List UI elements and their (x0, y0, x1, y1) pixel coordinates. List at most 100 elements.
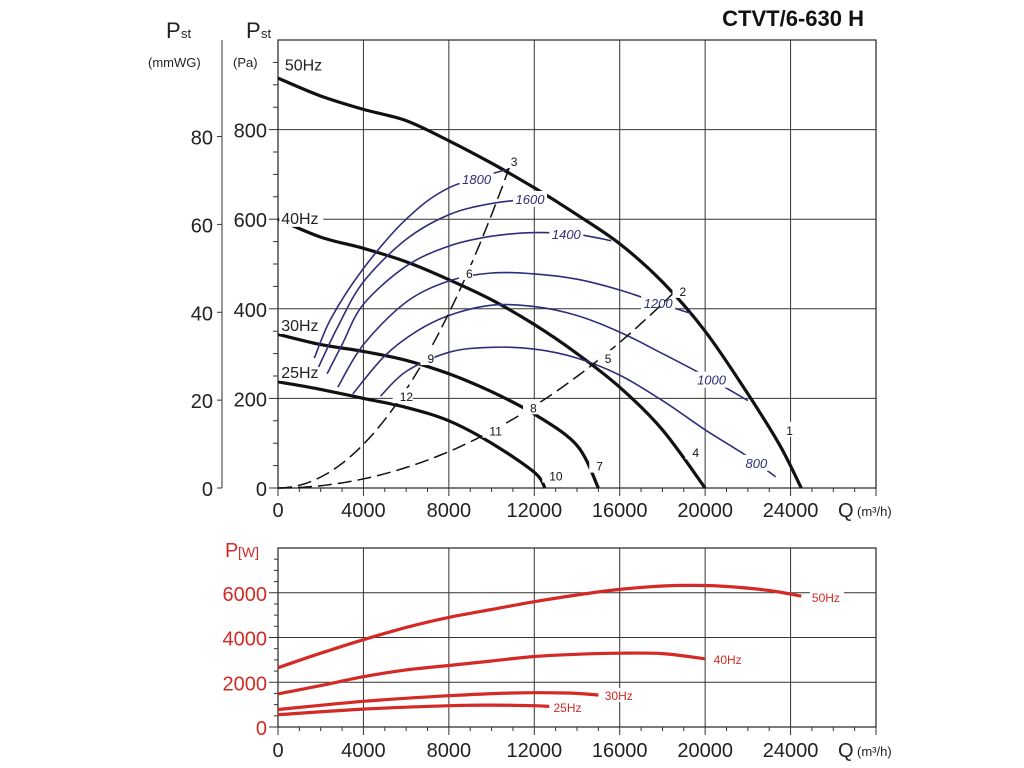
label-background (779, 421, 794, 437)
power-curve-label: 50Hz (812, 591, 840, 605)
power-y-tick-label: 4000 (223, 629, 268, 651)
y-tick-label: 0 (256, 479, 267, 501)
x-axis-label: Q (838, 500, 854, 522)
power-axis-label: P (225, 540, 238, 562)
y-axis-label: P (246, 18, 261, 43)
x-tick-label: 20000 (677, 740, 733, 762)
operating-point-label: 2 (680, 285, 687, 299)
power-y-tick-label: 0 (256, 718, 267, 740)
y2-axis-label: P (166, 18, 181, 43)
label-background (513, 190, 548, 207)
label-background (685, 444, 700, 460)
iso-curve-800 (379, 346, 777, 478)
y2-tick-label: 20 (191, 391, 213, 413)
y2-axis-unit: (mmWG) (148, 55, 201, 70)
label-background (392, 388, 413, 404)
power-y-tick-label: 2000 (223, 673, 268, 695)
chart-title: CTVT/6-630 H (722, 6, 864, 31)
y-tick-label: 600 (234, 210, 267, 232)
pressure-curve-40Hz (277, 217, 707, 489)
x-tick-label: 12000 (506, 740, 562, 762)
iso-curve-label: 800 (746, 456, 768, 471)
y2-tick-label: 0 (202, 479, 213, 501)
pressure-curve-label: 50Hz (285, 58, 322, 75)
x-axis-unit: (m³/h) (857, 744, 892, 759)
label-background (279, 208, 324, 227)
operating-point-label: 7 (596, 460, 603, 474)
x-tick-label: 20000 (677, 500, 733, 522)
y-axis-unit: (Pa) (233, 55, 258, 70)
label-background (458, 264, 473, 280)
iso-curve-label: 1400 (552, 227, 582, 242)
x-tick-label: 16000 (592, 740, 648, 762)
pressure-curve-30Hz (277, 332, 600, 489)
label-background (279, 315, 324, 334)
x-tick-label: 8000 (427, 740, 472, 762)
x-tick-label: 16000 (592, 500, 648, 522)
iso-curve-label: 1800 (462, 172, 492, 187)
y2-tick-label: 80 (191, 128, 213, 150)
x-axis-unit: (m³/h) (857, 504, 892, 519)
x-tick-label: 0 (272, 740, 283, 762)
system-curve-system-B (277, 286, 681, 489)
label-background (482, 422, 503, 438)
y2-tick-label: 40 (191, 303, 213, 325)
iso-curve-1800 (313, 168, 509, 359)
label-background (711, 651, 746, 666)
y2-tick-label: 60 (191, 215, 213, 237)
x-axis-label: Q (838, 740, 854, 762)
x-tick-label: 8000 (427, 500, 472, 522)
operating-point-label: 1 (786, 424, 793, 438)
iso-curve-label: 1600 (516, 192, 546, 207)
x-tick-label: 4000 (341, 740, 386, 762)
pressure-curve-label: 25Hz (281, 365, 318, 382)
power-curve-label: 40Hz (714, 653, 742, 667)
pressure-curve-label: 40Hz (281, 211, 318, 228)
operating-point-label: 6 (466, 267, 473, 281)
label-background (549, 225, 584, 242)
label-background (542, 467, 563, 483)
iso-curve-1600 (317, 196, 541, 368)
iso-curve-label: 1000 (697, 373, 727, 388)
x-tick-label: 12000 (506, 500, 562, 522)
y2-axis-label-sub: st (181, 26, 192, 41)
operating-point-label: 10 (549, 469, 563, 483)
operating-point-label: 3 (511, 155, 518, 169)
x-tick-label: 4000 (341, 500, 386, 522)
iso-curve-1000 (352, 303, 749, 402)
system-curve-system-A (277, 163, 512, 489)
power-y-tick-label: 6000 (223, 584, 268, 606)
y-tick-label: 800 (234, 121, 267, 143)
label-background (597, 350, 612, 366)
label-background (602, 688, 637, 703)
power-curve-40Hz (277, 651, 706, 696)
label-background (459, 171, 494, 188)
pressure-curve-25Hz (277, 380, 547, 489)
label-background (743, 454, 770, 471)
label-background (282, 55, 327, 74)
x-tick-label: 24000 (763, 500, 819, 522)
y-tick-label: 400 (234, 300, 267, 322)
power-curve-label: 30Hz (605, 689, 633, 703)
y-axis-label-sub: st (261, 26, 272, 41)
pressure-curve-50Hz (277, 76, 803, 489)
pressure-curve-label: 30Hz (281, 318, 318, 335)
operating-point-label: 8 (530, 401, 537, 415)
x-tick-label: 24000 (763, 740, 819, 762)
label-background (551, 699, 586, 714)
label-background (809, 590, 844, 605)
power-curve-label: 25Hz (554, 701, 582, 715)
power-curve-30Hz (277, 691, 599, 712)
label-background (420, 350, 435, 366)
power-axis-unit: [W] (238, 544, 259, 560)
label-background (503, 152, 518, 168)
y-tick-label: 200 (234, 389, 267, 411)
operating-point-label: 12 (400, 390, 414, 404)
power-curve-50Hz (277, 583, 802, 670)
iso-curve-1200 (337, 271, 691, 388)
label-background (279, 362, 324, 381)
operating-point-label: 9 (428, 352, 435, 366)
label-background (672, 282, 687, 298)
operating-point-label: 5 (605, 352, 612, 366)
